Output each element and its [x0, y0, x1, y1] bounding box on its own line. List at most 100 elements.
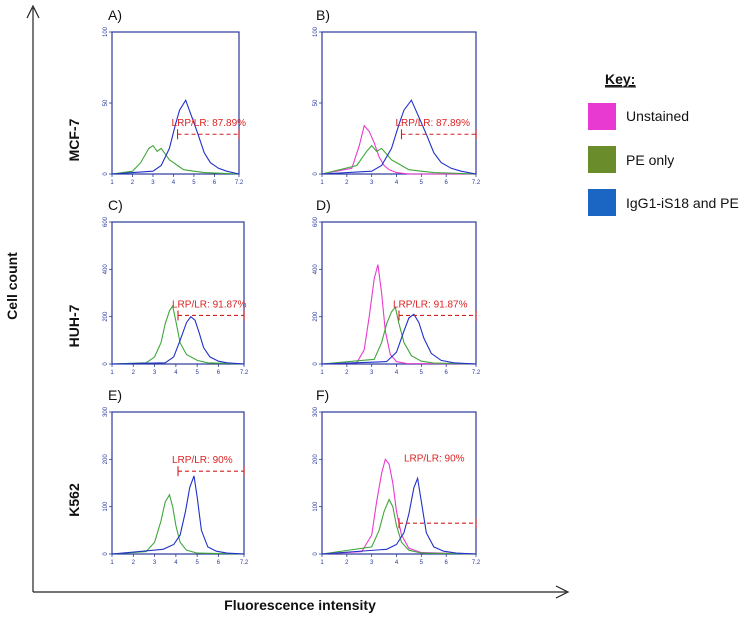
- panel-4: D) 0 200 400 600 1 2 3 4 5 6 7.2 LRP/LR: 91.87%: [313, 197, 481, 376]
- row-label-mcf7: MCF-7: [66, 118, 82, 161]
- panel-letter: C): [108, 197, 123, 213]
- y-tick-label: 600: [313, 216, 319, 227]
- x-tick-label: 4: [395, 370, 399, 376]
- y-tick-label: 200: [313, 311, 319, 322]
- panel-5: E) 0 100 200 300 1 2 3 4 5 6 7.2 LRP/LR: 90%: [103, 387, 249, 566]
- y-tick-label: 400: [313, 264, 319, 275]
- x-tick-label: 4: [172, 180, 176, 186]
- panel-2: B) 0 50 100 1 2 3 4 5 6 7.2 LRP/LR: 87.89%: [313, 7, 481, 186]
- key-swatch-unstained: [588, 103, 616, 130]
- x-tick-label: 5: [420, 560, 424, 566]
- gate-label: LRP/LR: 90%: [172, 455, 233, 466]
- plot-frame: [111, 31, 240, 175]
- key-title: Key:: [605, 71, 635, 87]
- x-tick-label: 2: [345, 180, 349, 186]
- plot-frame: [111, 221, 245, 365]
- key-swatch-pe-only: [588, 146, 616, 173]
- x-tick-label: 5: [195, 370, 199, 376]
- x-tick-label: 4: [174, 370, 178, 376]
- x-tick-label: 6: [217, 560, 221, 566]
- series-line-pe-only: [321, 498, 477, 555]
- series-line-igg1-is18-and-pe: [111, 475, 245, 555]
- x-tick-label: 4: [174, 560, 178, 566]
- y-tick-label: 600: [103, 216, 109, 227]
- y-tick-label: 0: [313, 362, 319, 366]
- x-tick-label: 7.2: [240, 560, 249, 566]
- x-tick-label: 3: [370, 370, 374, 376]
- y-tick-label: 200: [103, 454, 109, 465]
- y-tick-label: 300: [313, 406, 319, 417]
- key-swatch-igg1: [588, 189, 616, 216]
- y-tick-label: 0: [103, 362, 109, 366]
- x-tick-label: 4: [395, 180, 399, 186]
- x-tick-label: 2: [131, 180, 135, 186]
- y-tick-label: 200: [313, 454, 319, 465]
- x-tick-label: 2: [132, 370, 136, 376]
- y-tick-label: 400: [103, 264, 109, 275]
- series-line-igg1-is18-and-pe: [321, 476, 477, 555]
- panel-letter: D): [316, 197, 331, 213]
- panel-6: F) 0 100 200 300 1 2 3 4 5 6 7.2 LRP/LR: 90%: [313, 387, 481, 566]
- x-tick-label: 2: [345, 560, 349, 566]
- panel-letter: E): [108, 387, 122, 403]
- y-tick-label: 0: [313, 172, 319, 176]
- y-tick-label: 50: [103, 99, 109, 106]
- x-tick-label: 6: [213, 180, 217, 186]
- row-label-huh7: HUH-7: [66, 304, 82, 347]
- key-label-unstained: Unstained: [626, 108, 689, 124]
- series-line-pe-only: [321, 144, 477, 175]
- y-tick-label: 100: [313, 26, 319, 37]
- x-tick-label: 7.2: [235, 180, 244, 186]
- x-tick-label: 1: [110, 370, 114, 376]
- y-tick-label: 300: [103, 406, 109, 417]
- x-tick-label: 5: [420, 370, 424, 376]
- x-tick-label: 6: [445, 560, 449, 566]
- gate-label: LRP/LR: 91.87%: [393, 299, 468, 310]
- series-line-unstained: [321, 264, 477, 365]
- x-tick-label: 7.2: [240, 370, 249, 376]
- series-line-unstained: [321, 124, 476, 175]
- plot-frame: [111, 411, 245, 555]
- y-axis-arrowhead: [26, 4, 40, 19]
- x-tick-label: 1: [320, 560, 324, 566]
- y-tick-label: 200: [103, 311, 109, 322]
- gate-label: LRP/LR: 91.87%: [172, 299, 247, 310]
- x-tick-label: 1: [110, 180, 114, 186]
- x-tick-label: 3: [151, 180, 155, 186]
- series-line-igg1-is18-and-pe: [321, 313, 477, 365]
- panel-letter: B): [316, 7, 330, 23]
- y-tick-label: 0: [313, 552, 319, 556]
- y-tick-label: 0: [103, 552, 109, 556]
- x-tick-label: 2: [345, 370, 349, 376]
- x-tick-label: 2: [132, 560, 136, 566]
- x-tick-label: 1: [320, 370, 324, 376]
- y-tick-label: 50: [313, 99, 319, 106]
- x-tick-label: 3: [370, 560, 374, 566]
- x-axis-arrowhead: [555, 585, 570, 599]
- series-line-pe-only: [321, 305, 477, 365]
- x-tick-label: 7.2: [472, 370, 481, 376]
- x-tick-label: 7.2: [472, 180, 481, 186]
- plot-frame: [321, 221, 477, 365]
- series-line-igg1-is18-and-pe: [111, 315, 245, 365]
- panel-letter: A): [108, 7, 122, 23]
- row-label-k562: K562: [66, 483, 82, 517]
- gate-label: LRP/LR: 87.89%: [395, 118, 470, 129]
- x-tick-label: 3: [370, 180, 374, 186]
- series-line-pe-only: [111, 493, 245, 555]
- x-tick-label: 5: [195, 560, 199, 566]
- key-legend: Key: Unstained PE only IgG1-iS18 and PE: [588, 71, 739, 216]
- panel-3: C) 0 200 400 600 1 2 3 4 5 6 7.2 LRP/LR: 91.87%: [103, 197, 249, 376]
- x-tick-label: 5: [192, 180, 196, 186]
- x-axis-title: Fluorescence intensity: [224, 597, 376, 613]
- plot-frame: [321, 31, 477, 175]
- y-tick-label: 100: [313, 501, 319, 512]
- y-tick-label: 100: [103, 26, 109, 37]
- x-tick-label: 6: [445, 180, 449, 186]
- panel-1: A) 0 50 100 1 2 3 4 5 6 7.2 LRP/LR: 87.89%: [103, 7, 246, 186]
- y-tick-label: 0: [103, 172, 109, 176]
- series-line-unstained: [321, 458, 477, 555]
- x-tick-label: 5: [420, 180, 424, 186]
- main-axes: [26, 4, 570, 599]
